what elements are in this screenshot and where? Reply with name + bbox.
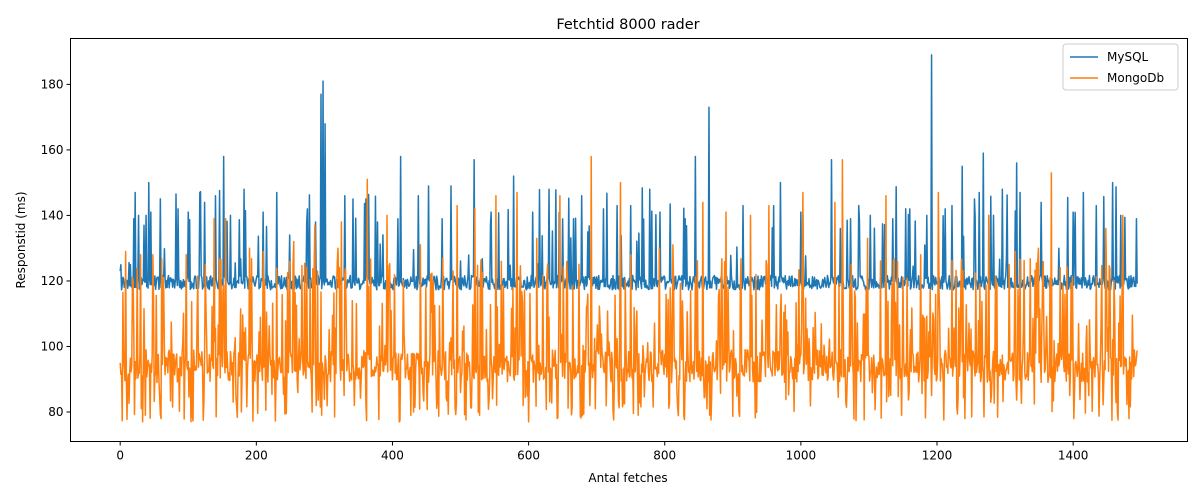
chart-title: Fetchtid 8000 rader bbox=[556, 17, 699, 33]
x-tick-label: 400 bbox=[381, 449, 404, 463]
legend-label-mongodb: MongoDb bbox=[1107, 71, 1164, 85]
plot-frame bbox=[70, 38, 1188, 442]
y-axis-ticks: 80 100 120 140 160 180 bbox=[41, 77, 71, 419]
x-tick-label: 600 bbox=[517, 449, 540, 463]
y-tick-label: 120 bbox=[41, 274, 64, 288]
x-axis-ticks: 0 200 400 600 800 1000 1200 1400 bbox=[116, 441, 1089, 463]
x-tick-label: 0 bbox=[116, 449, 124, 463]
x-tick-label: 1200 bbox=[922, 449, 953, 463]
legend-label-mysql: MySQL bbox=[1107, 50, 1149, 64]
x-axis-label: Antal fetches bbox=[588, 471, 667, 485]
x-tick-label: 200 bbox=[245, 449, 268, 463]
series-layer bbox=[119, 54, 1138, 423]
x-tick-label: 800 bbox=[653, 449, 676, 463]
y-axis-label: Responstid (ms) bbox=[14, 191, 28, 288]
plot-area: 0 200 400 600 800 1000 1200 1400 80 100 120 140 160… bbox=[41, 38, 1188, 463]
legend: MySQL MongoDb bbox=[1062, 43, 1179, 91]
x-tick-label: 1000 bbox=[786, 449, 817, 463]
series-line-mysql bbox=[119, 54, 1138, 291]
series-line-mongodb bbox=[119, 155, 1138, 423]
y-tick-label: 180 bbox=[41, 77, 64, 91]
x-tick-label: 1400 bbox=[1058, 449, 1089, 463]
y-tick-label: 160 bbox=[41, 143, 64, 157]
y-tick-label: 80 bbox=[48, 405, 63, 419]
y-tick-label: 140 bbox=[41, 208, 64, 222]
y-tick-label: 100 bbox=[41, 339, 64, 353]
